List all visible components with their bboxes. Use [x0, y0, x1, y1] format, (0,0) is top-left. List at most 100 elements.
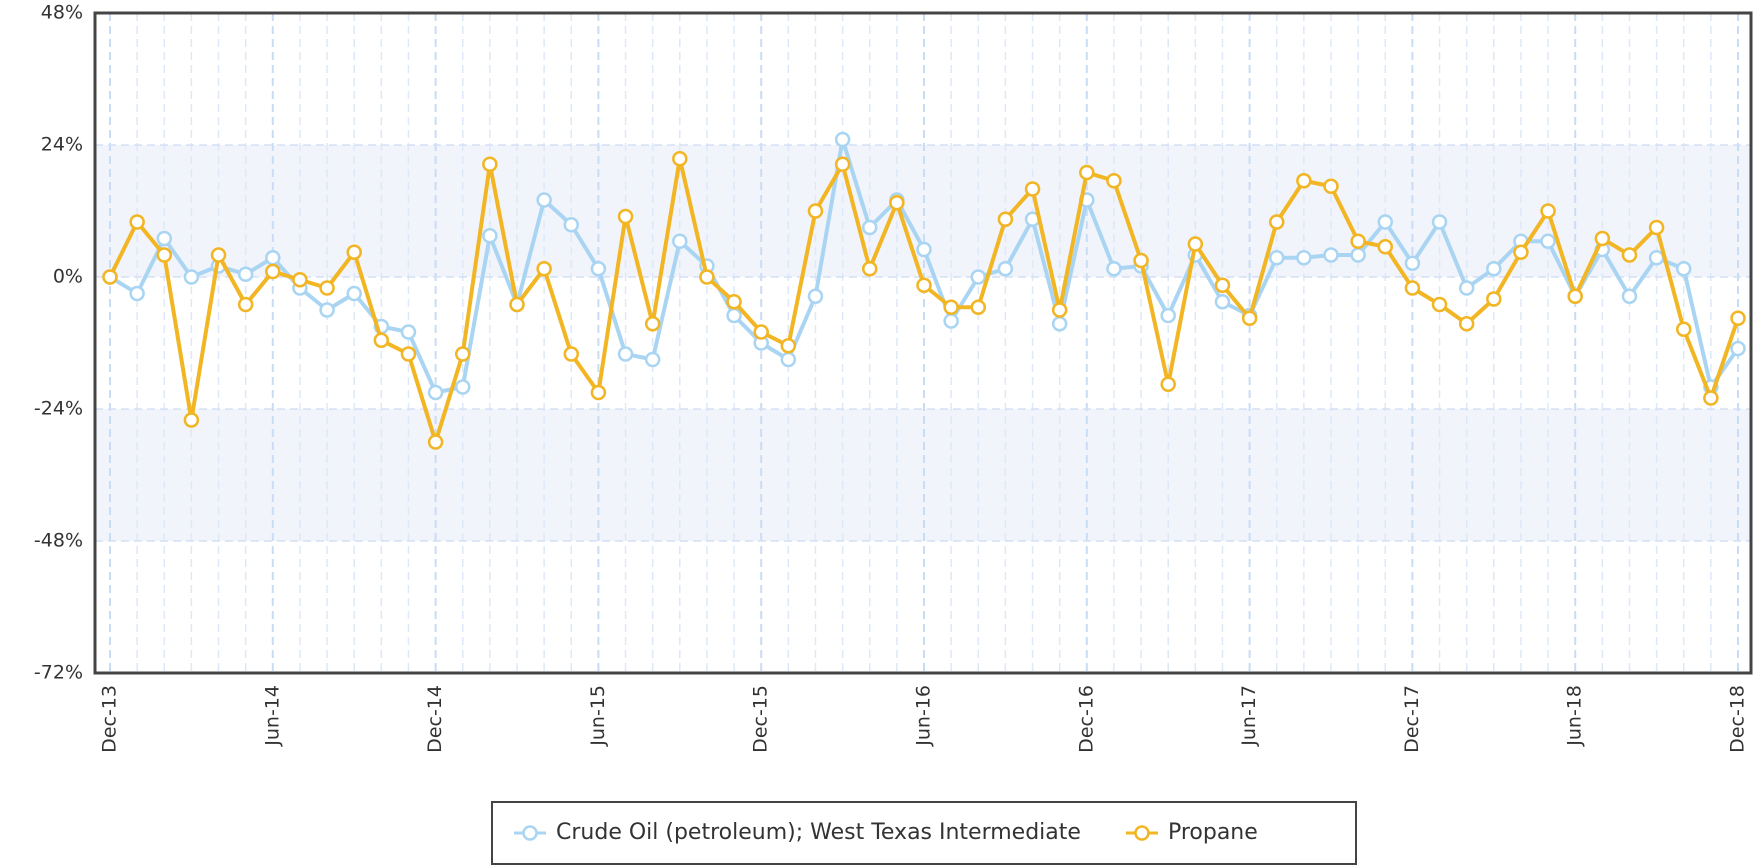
data-point: [210, 247, 227, 263]
data-point: [834, 156, 851, 172]
x-tick-label: Jun-15: [587, 685, 609, 747]
data-point: [1187, 236, 1204, 252]
data-point: [1730, 310, 1746, 326]
data-point: [1540, 233, 1556, 249]
legend-marker: [522, 825, 538, 841]
x-tick-label: Jun-14: [261, 685, 283, 747]
data-point: [265, 250, 281, 266]
data-point: [1051, 316, 1068, 332]
data-point: [1377, 239, 1394, 255]
data-point: [400, 346, 417, 362]
data-point: [916, 277, 932, 293]
data-point: [1106, 173, 1122, 189]
data-point: [943, 313, 959, 329]
x-tick-label: Jun-18: [1564, 685, 1586, 747]
data-point: [780, 351, 797, 368]
data-point: [1513, 244, 1529, 260]
data-point: [1241, 310, 1258, 326]
x-tick-label: Dec-14: [424, 685, 446, 753]
y-tick-label: 0%: [53, 266, 83, 288]
data-point: [1648, 250, 1665, 266]
y-tick-label: -72%: [34, 662, 83, 684]
data-point: [536, 261, 552, 277]
data-point: [889, 195, 905, 211]
y-tick-label: -48%: [34, 530, 83, 552]
data-point: [1323, 247, 1339, 263]
data-point: [156, 247, 173, 263]
y-tick-label: 48%: [41, 2, 83, 24]
legend-box: [491, 801, 1357, 865]
data-point: [1621, 247, 1638, 263]
data-point: [1133, 252, 1149, 269]
data-point: [373, 332, 390, 348]
data-point: [319, 280, 335, 296]
data-point: [1377, 214, 1394, 230]
data-point: [1268, 250, 1285, 266]
legend-label: Crude Oil (petroleum); West Texas Interm…: [556, 820, 1081, 845]
data-point: [617, 208, 634, 225]
legend-marker: [1134, 825, 1150, 841]
data-point: [997, 261, 1014, 277]
data-point: [346, 285, 362, 302]
data-point: [726, 294, 742, 310]
data-point: [1051, 302, 1068, 318]
data-point: [1540, 203, 1556, 219]
data-point: [672, 151, 688, 167]
data-point: [1350, 247, 1366, 263]
data-point: [265, 263, 281, 280]
data-point: [1214, 277, 1231, 293]
data-point: [1160, 376, 1176, 392]
x-tick-label: Jun-17: [1238, 685, 1260, 747]
data-point: [672, 233, 688, 249]
data-point: [1214, 294, 1231, 310]
data-point: [237, 296, 254, 313]
data-point: [427, 384, 444, 401]
data-point: [1458, 316, 1475, 332]
data-point: [482, 228, 498, 244]
data-point: [102, 269, 118, 285]
data-point: [970, 269, 987, 285]
data-point: [536, 192, 552, 208]
data-point: [346, 244, 362, 260]
data-point: [183, 412, 200, 428]
data-point: [509, 296, 525, 313]
data-point: [1458, 280, 1475, 296]
x-tick-label: Jun-16: [913, 685, 935, 747]
x-tick-label: Dec-16: [1075, 685, 1097, 753]
data-point: [753, 324, 769, 340]
x-tick-label: Dec-15: [750, 685, 772, 753]
data-point: [1106, 261, 1122, 277]
data-point: [400, 324, 417, 340]
data-point: [1703, 390, 1719, 406]
data-point: [834, 131, 851, 148]
data-point: [970, 299, 987, 315]
data-point: [916, 241, 932, 258]
data-point: [563, 217, 580, 233]
data-point: [1675, 321, 1692, 337]
legend-label: Propane: [1168, 820, 1258, 845]
data-point: [943, 299, 959, 315]
data-point: [1404, 280, 1421, 296]
data-point: [726, 307, 742, 324]
data-point: [319, 302, 335, 318]
data-point: [780, 338, 797, 354]
data-point: [644, 316, 661, 332]
data-point: [590, 384, 607, 401]
data-point: [1024, 181, 1041, 197]
data-point: [1648, 219, 1665, 236]
data-point: [1621, 288, 1638, 304]
data-point: [1431, 296, 1448, 313]
x-tick-label: Dec-18: [1727, 685, 1749, 753]
data-point: [237, 266, 254, 282]
data-point: [1675, 261, 1692, 277]
data-point: [427, 434, 444, 450]
data-point: [1296, 173, 1312, 189]
data-point: [1567, 288, 1583, 304]
x-tick-label: Dec-17: [1401, 685, 1423, 753]
data-point: [1160, 307, 1176, 324]
data-point: [699, 269, 715, 285]
data-point: [861, 219, 878, 236]
data-point: [183, 269, 200, 285]
